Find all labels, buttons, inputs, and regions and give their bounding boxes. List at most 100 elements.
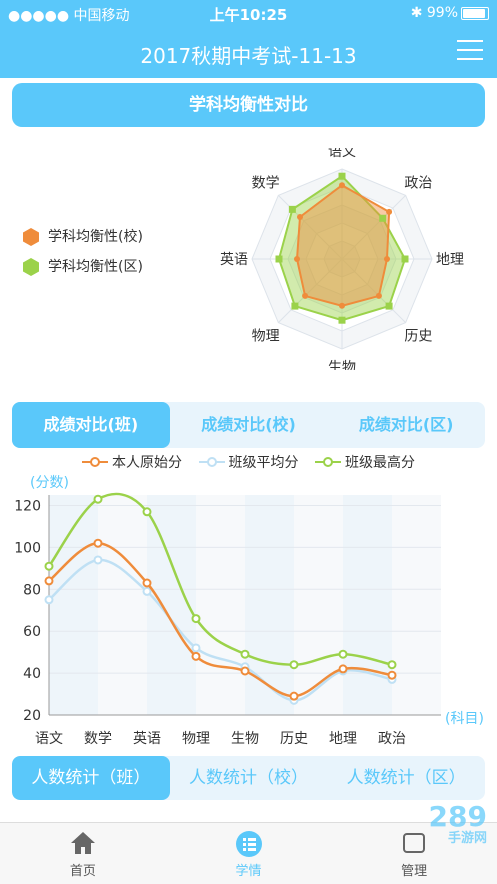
radar-point-district[interactable] xyxy=(401,255,409,263)
y-axis-title: (分数) xyxy=(30,475,69,491)
radar-legend: 学科均衡性(校) 学科均衡性(区) xyxy=(20,222,143,282)
radar-point-school[interactable] xyxy=(294,256,300,262)
series-point-2[interactable] xyxy=(387,660,397,670)
y-tick-label: 40 xyxy=(23,666,41,682)
series-point-0[interactable] xyxy=(289,691,299,701)
bottom-tab-study[interactable]: 学情 xyxy=(166,823,332,884)
battery-icon xyxy=(461,6,489,20)
series-point-0[interactable] xyxy=(240,666,250,676)
radar-point-school[interactable] xyxy=(302,292,309,299)
series-point-1[interactable] xyxy=(142,586,152,596)
x-tick-label: 地理 xyxy=(329,731,357,747)
legend-label: 班级最高分 xyxy=(344,455,415,471)
series-point-1[interactable] xyxy=(93,555,103,565)
legend-line-icon xyxy=(198,457,225,467)
battery-percent: 99% xyxy=(426,5,458,21)
score-tabs: 成绩对比(班) 成绩对比(校) 成绩对比(区) xyxy=(12,402,485,448)
chart-band xyxy=(245,495,294,715)
series-point-0[interactable] xyxy=(191,651,201,661)
series-point-0[interactable] xyxy=(44,576,54,586)
series-point-2[interactable] xyxy=(44,561,54,571)
radar-axis-label: 政治 xyxy=(404,176,432,192)
radar-point-district[interactable] xyxy=(275,255,283,263)
tab-count-district[interactable]: 人数统计（区） xyxy=(346,768,466,788)
radar-point-school[interactable] xyxy=(296,213,303,220)
legend-item-max[interactable]: 班级最高分 xyxy=(314,452,415,472)
series-point-2[interactable] xyxy=(289,660,299,670)
series-point-1[interactable] xyxy=(191,643,201,653)
section-title-balance: 学科均衡性对比 xyxy=(12,83,485,127)
x-tick-label: 生物 xyxy=(231,731,259,747)
watermark-logo: 289 手游网 xyxy=(428,800,487,846)
chart-band xyxy=(392,495,441,715)
series-point-2[interactable] xyxy=(191,614,201,624)
y-tick-label: 120 xyxy=(14,498,41,514)
bottom-tab-label: 学情 xyxy=(235,864,262,879)
radar-axis-label: 历史 xyxy=(404,328,432,344)
radar-point-school[interactable] xyxy=(386,208,393,215)
x-tick-label: 物理 xyxy=(182,731,210,747)
legend-item-district[interactable]: 学科均衡性(区) xyxy=(20,252,143,282)
series-point-2[interactable] xyxy=(142,507,152,517)
tab-score-class[interactable]: 成绩对比(班) xyxy=(12,402,170,448)
series-point-0[interactable] xyxy=(142,578,152,588)
chart-band xyxy=(196,495,245,715)
radar-axis-line xyxy=(278,258,343,323)
battery-status: ✱ 99% xyxy=(411,5,489,21)
series-point-0[interactable] xyxy=(338,664,348,674)
radar-point-district[interactable] xyxy=(379,214,387,222)
score-line-chart: 20 40 60 80 100 120 (分数) (科目) 语文 数学 英语 物理 生物 历史 地理 政治 xyxy=(14,475,484,747)
series-point-2[interactable] xyxy=(338,649,348,659)
bottom-tab-label: 管理 xyxy=(401,864,428,879)
tab-score-district[interactable]: 成绩对比(区) xyxy=(358,415,454,434)
y-tick-label: 20 xyxy=(23,708,41,724)
x-axis-title: (科目) xyxy=(445,711,484,727)
count-tabs: 人数统计（班） 人数统计（校） 人数统计（区） xyxy=(12,756,485,800)
radar-point-district[interactable] xyxy=(291,302,299,310)
radar-axis-label: 物理 xyxy=(252,328,280,344)
x-tick-label: 英语 xyxy=(133,730,161,747)
hexagon-icon xyxy=(23,258,39,276)
radar-point-district[interactable] xyxy=(288,205,296,213)
legend-line-icon xyxy=(82,457,109,467)
bottom-tab-bar: 首页 学情 管理 xyxy=(0,822,497,884)
x-tick-label: 政治 xyxy=(378,731,406,747)
legend-item-school[interactable]: 学科均衡性(校) xyxy=(20,222,143,252)
bottom-tab-manage[interactable]: 管理 xyxy=(331,823,497,884)
series-point-0[interactable] xyxy=(93,538,103,548)
manage-icon xyxy=(331,830,497,860)
page-title: 2017秋期中考试-11-13 xyxy=(140,44,357,68)
radar-axis-label: 英语 xyxy=(220,251,248,268)
legend-item-own[interactable]: 本人原始分 xyxy=(82,452,182,472)
radar-axis-label: 数学 xyxy=(252,176,280,192)
legend-line-icon xyxy=(314,457,341,467)
y-tick-label: 80 xyxy=(23,582,41,598)
tab-count-school[interactable]: 人数统计（校） xyxy=(189,768,308,788)
legend-item-avg[interactable]: 班级平均分 xyxy=(198,452,299,472)
bottom-tab-home[interactable]: 首页 xyxy=(0,823,166,884)
radar-point-school[interactable] xyxy=(375,292,382,299)
chart-band xyxy=(343,495,392,715)
hexagon-icon xyxy=(23,228,39,246)
tab-count-class[interactable]: 人数统计（班） xyxy=(12,756,170,800)
bottom-tab-label: 首页 xyxy=(69,864,96,879)
radar-point-district[interactable] xyxy=(338,172,346,180)
line-legend: 本人原始分 班级平均分 班级最高分 xyxy=(0,452,497,472)
series-point-2[interactable] xyxy=(93,494,103,504)
radar-point-district[interactable] xyxy=(338,316,346,324)
series-point-1[interactable] xyxy=(44,595,54,605)
radar-point-school[interactable] xyxy=(339,182,345,189)
series-point-0[interactable] xyxy=(387,670,397,680)
list-icon xyxy=(166,830,332,860)
menu-icon[interactable] xyxy=(457,40,483,62)
tab-score-school[interactable]: 成绩对比(校) xyxy=(201,415,296,434)
status-time: 上午10:25 xyxy=(209,6,288,24)
home-icon xyxy=(0,830,166,860)
radar-point-school[interactable] xyxy=(339,302,345,309)
radar-point-district[interactable] xyxy=(385,302,393,310)
chart-band xyxy=(98,495,147,715)
legend-label: 学科均衡性(校) xyxy=(48,229,143,245)
series-point-2[interactable] xyxy=(240,649,250,659)
nav-bar: 2017秋期中考试-11-13 xyxy=(0,26,497,78)
radar-point-school[interactable] xyxy=(384,256,390,262)
